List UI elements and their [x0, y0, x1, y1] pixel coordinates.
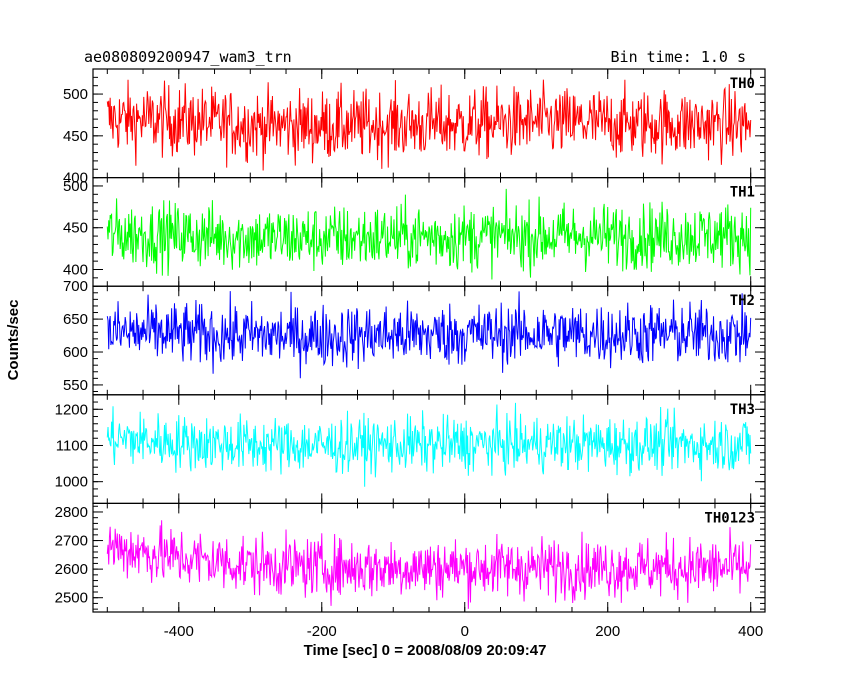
series-line-th2: [106, 291, 752, 379]
x-tick-label: -400: [164, 623, 194, 640]
y-tick-label: 500: [63, 178, 88, 195]
y-tick-label: 2600: [55, 561, 88, 578]
panel-th0: 400 450 500 TH0: [63, 68, 766, 187]
panel-name-label: TH3: [730, 402, 755, 418]
x-tick-label: 400: [738, 623, 763, 640]
panel-name-label: TH0123: [704, 510, 755, 526]
panels-group: 400 450 500 TH0 400 450 500 TH1 550 600 650 700 TH2 1…: [55, 68, 766, 640]
chart-title: ae080809200947_wam3_trn: [84, 48, 292, 66]
y-tick-label: 1200: [55, 401, 88, 418]
series-line-th0123: [106, 520, 752, 609]
y-tick-label: 400: [63, 261, 88, 278]
x-axis-label: Time [sec] 0 = 2008/08/09 20:09:47: [304, 642, 547, 659]
panel-th0123: 2500 2600 2700 2800 TH0123: [55, 502, 766, 613]
panel-th1: 400 450 500 TH1: [63, 177, 766, 287]
y-tick-label: 1100: [56, 437, 88, 454]
x-tick-label: -200: [307, 623, 337, 640]
y-tick-label: 650: [63, 311, 88, 328]
panel-th2: 550 600 650 700 TH2: [63, 278, 766, 396]
panel-name-label: TH1: [730, 185, 755, 201]
y-tick-label: 600: [63, 344, 88, 361]
bin-time-label: Bin time: 1.0 s: [611, 48, 746, 66]
series-line-th0: [106, 79, 752, 171]
y-tick-label: 2700: [55, 533, 88, 550]
y-tick-label: 1000: [55, 474, 88, 491]
y-tick-label: 2500: [55, 590, 88, 607]
y-tick-label: 400: [63, 170, 88, 187]
series-line-th1: [106, 188, 752, 280]
x-tick-label: 200: [595, 623, 620, 640]
y-tick-label: 450: [63, 128, 88, 145]
y-tick-label: 2800: [55, 504, 88, 521]
panel-name-label: TH0: [730, 76, 755, 92]
panel-th3: 1000 1100 1200 TH3: [55, 394, 766, 504]
x-tick-label: 0: [461, 623, 469, 640]
y-tick-label: 450: [63, 220, 88, 237]
y-tick-label: 550: [63, 377, 88, 394]
panel-name-label: TH2: [730, 293, 755, 309]
y-tick-label: 500: [63, 86, 88, 103]
series-line-th3: [106, 402, 752, 487]
y-axis-label: Counts/sec: [5, 300, 22, 381]
y-tick-label: 700: [63, 278, 88, 295]
